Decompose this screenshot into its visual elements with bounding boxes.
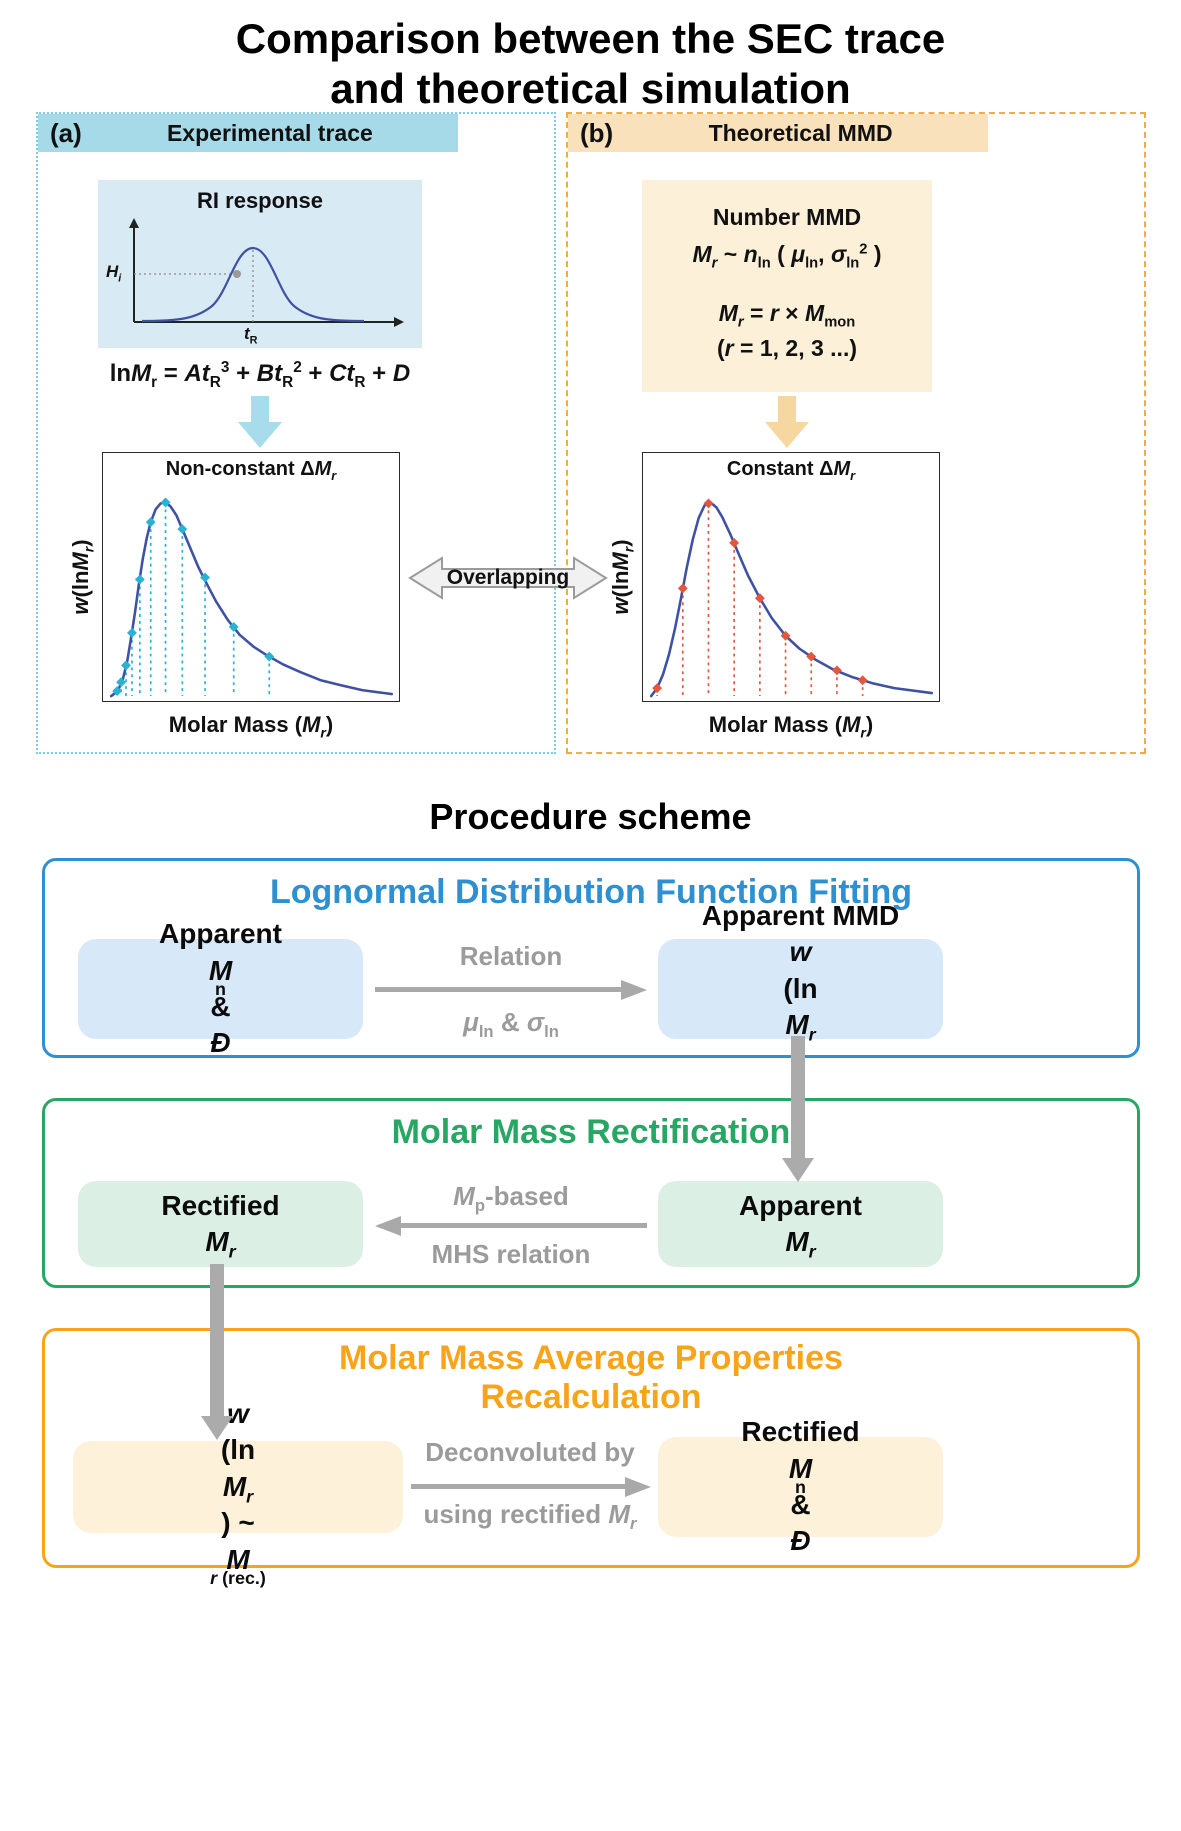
x-axis-arrowhead — [394, 317, 404, 327]
peak-height-label: Hi — [106, 262, 122, 285]
overlap-label: Overlapping — [446, 566, 570, 589]
y-axis-arrowhead — [129, 218, 139, 228]
ri-response-title: RI response — [197, 188, 323, 213]
panel-b-tag: (b) — [580, 117, 614, 148]
left-arrow-icon — [375, 1216, 647, 1236]
step2-arrow-label-top: Mp-based — [453, 1181, 569, 1216]
number-mmd-title: Number MMD — [712, 204, 862, 230]
step1-arrow-label-top: Relation — [459, 941, 563, 971]
step3-title: Molar Mass Average Properties Recalculati… — [339, 1339, 843, 1417]
figure-title: Comparison between the SEC trace and the… — [0, 14, 1181, 113]
panel-a-header-title: Experimental trace — [166, 119, 373, 146]
figure-title-line1: Comparison between the SEC trace — [235, 15, 946, 62]
chart-a-title: Non-constant ΔMr — [165, 458, 337, 483]
step-lognormal-fitting: Lognormal Distribution Function Fitting … — [42, 858, 1140, 1077]
procedure-scheme-title: Procedure scheme — [429, 796, 752, 837]
theoretical-mmd-chart: Constant ΔMr — [642, 452, 940, 702]
retention-time-label: tR — [244, 324, 258, 347]
molar-mass-definition: Mr = r × Mmon — [718, 300, 856, 331]
down-connector-icon — [201, 1264, 233, 1440]
step1-title: Lognormal Distribution Function Fitting — [269, 873, 913, 911]
chart-b-xlabel: Molar Mass (Mr) — [708, 712, 874, 741]
theoretical-distribution-plot — [649, 498, 934, 698]
down-connector-icon — [782, 1036, 814, 1182]
peak-point-dot — [233, 270, 241, 278]
number-mmd-card: Number MMD Mr ~ nln ( μln, σln2 ) Mr = r… — [642, 180, 932, 392]
step3-arrow-label-top: Deconvoluted by — [425, 1437, 635, 1467]
step-average-properties-recalculation: Molar Mass Average Properties Recalculati… — [42, 1328, 1140, 1587]
down-arrow-icon — [765, 396, 809, 448]
step3-arrow-label-bottom: using rectified Mr — [423, 1499, 637, 1534]
step1-arrow-label-bottom: μln & σln — [463, 1007, 559, 1042]
r-values-note: (r = 1, 2, 3 ...) — [717, 335, 857, 361]
calibration-equation: lnMr = AtR3 + BtR2 + CtR + D — [109, 359, 411, 391]
step-molar-mass-rectification: Molar Mass Rectification Rectified Mr Mp… — [42, 1098, 1140, 1288]
panel-b-header-title: Theoretical MMD — [708, 119, 893, 146]
chart-b-ylabel: w(lnMr) — [608, 539, 637, 615]
panel-b-header: (b) Theoretical MMD — [568, 114, 988, 152]
overlapping-connector: Overlapping — [408, 552, 608, 604]
panel-a-header: (a) Experimental trace — [38, 114, 458, 152]
experimental-mmd-chart: Non-constant ΔMr — [102, 452, 400, 702]
figure-title-line2: and theoretical simulation — [330, 64, 851, 112]
down-arrow-icon — [238, 396, 282, 448]
ri-response-card: RI response Hi tR — [98, 180, 422, 348]
right-arrow-icon — [411, 1477, 651, 1497]
right-arrow-icon — [375, 980, 647, 1000]
ri-response-mini-chart — [129, 218, 404, 327]
panel-a-tag: (a) — [50, 117, 82, 148]
experimental-distribution-plot — [109, 497, 394, 698]
rectified-mr-box: Rectified Mr — [78, 1181, 363, 1267]
step2-arrow-label-bottom: MHS relation — [431, 1239, 591, 1269]
panel-experimental-trace: (a) Experimental trace RI response Hi tR… — [36, 112, 556, 754]
chart-b-title: Constant ΔMr — [726, 458, 856, 483]
panel-theoretical-mmd: (b) Theoretical MMD Number MMD Mr ~ nln … — [566, 112, 1146, 754]
ri-peak-curve — [141, 246, 365, 323]
number-mmd-equation: Mr ~ nln ( μln, σln2 ) — [692, 241, 882, 272]
step2-title: Molar Mass Rectification — [391, 1113, 791, 1151]
double-arrow-icon — [408, 556, 608, 600]
chart-a-ylabel: w(lnMr) — [68, 539, 97, 615]
chart-a-xlabel: Molar Mass (Mr) — [168, 712, 334, 741]
apparent-mr-box: Apparent Mr — [658, 1181, 943, 1267]
